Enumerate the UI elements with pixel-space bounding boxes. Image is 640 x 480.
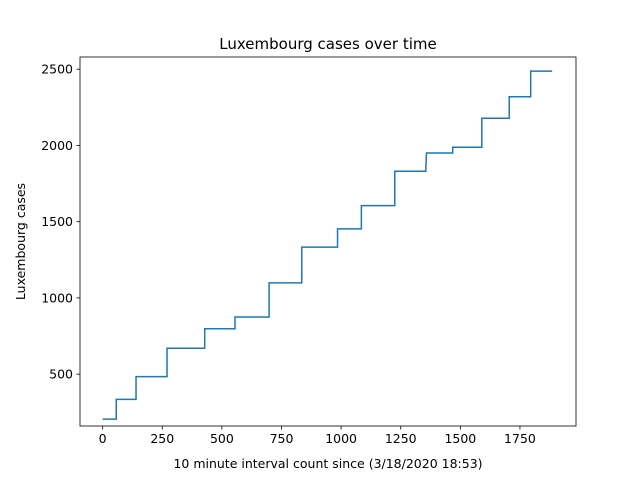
x-tick-label: 250 — [150, 431, 174, 446]
chart-title: Luxembourg cases over time — [219, 35, 436, 53]
x-axis-ticks: 0 250 500 750 1000 1250 1500 1750 — [99, 426, 536, 446]
x-tick-label: 1000 — [325, 431, 357, 446]
x-tick-label: 1750 — [504, 431, 536, 446]
x-axis-label: 10 minute interval count since (3/18/202… — [173, 456, 482, 471]
axes-frame — [79, 56, 577, 427]
x-tick-label: 1500 — [444, 431, 476, 446]
y-tick-label: 2000 — [41, 138, 73, 153]
series-line — [102, 70, 553, 420]
y-tick-label: 500 — [49, 367, 73, 382]
x-tick-label: 750 — [270, 431, 294, 446]
y-axis-ticks: 500 1000 1500 2000 2500 — [41, 62, 80, 382]
y-tick-label: 2500 — [41, 62, 73, 77]
y-tick-label: 1500 — [41, 214, 73, 229]
series-layer — [102, 70, 553, 420]
y-axis-label: Luxembourg cases — [13, 183, 28, 300]
x-tick-label: 1250 — [385, 431, 417, 446]
y-tick-label: 1000 — [41, 290, 73, 305]
plot-area — [80, 57, 576, 426]
x-tick-label: 500 — [210, 431, 234, 446]
x-tick-label: 0 — [99, 431, 107, 446]
